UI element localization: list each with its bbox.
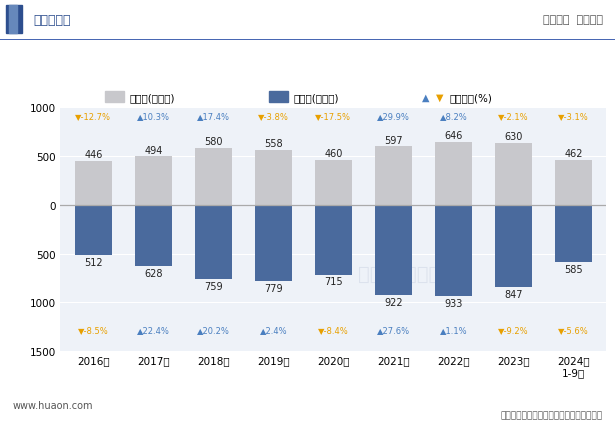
Text: ▼-5.6%: ▼-5.6% <box>558 325 589 334</box>
Text: 446: 446 <box>84 150 103 160</box>
Bar <box>255 205 292 281</box>
Text: ▲2.4%: ▲2.4% <box>260 325 287 334</box>
Bar <box>135 205 172 266</box>
Bar <box>315 161 352 205</box>
Bar <box>435 205 472 296</box>
Text: 580: 580 <box>204 137 223 147</box>
Bar <box>195 149 232 205</box>
Text: 847: 847 <box>504 290 523 299</box>
Bar <box>555 160 592 205</box>
Text: ▼-17.5%: ▼-17.5% <box>315 112 351 121</box>
Text: 922: 922 <box>384 297 403 307</box>
Bar <box>135 157 172 205</box>
Bar <box>435 142 472 205</box>
Text: 628: 628 <box>144 268 162 278</box>
Text: 数据来源：中国海关，华经产业研究院整理: 数据来源：中国海关，华经产业研究院整理 <box>501 410 603 419</box>
Text: 460: 460 <box>324 149 343 158</box>
Bar <box>74 205 112 255</box>
Text: 同比增长(%): 同比增长(%) <box>450 92 493 103</box>
Text: 585: 585 <box>564 264 582 274</box>
Text: 华经产业研究院: 华经产业研究院 <box>358 264 440 283</box>
Bar <box>74 162 112 205</box>
Text: ▲10.3%: ▲10.3% <box>137 112 170 121</box>
Text: 597: 597 <box>384 135 403 145</box>
Text: ▼-12.7%: ▼-12.7% <box>75 112 111 121</box>
Text: www.huaon.com: www.huaon.com <box>12 400 93 410</box>
Text: ▲: ▲ <box>422 92 429 103</box>
Text: 专业严谨  客观科学: 专业严谨 客观科学 <box>542 15 603 25</box>
Text: 759: 759 <box>204 281 223 291</box>
Bar <box>494 144 532 205</box>
Text: 646: 646 <box>444 130 462 141</box>
Text: ▲27.6%: ▲27.6% <box>377 325 410 334</box>
Text: 630: 630 <box>504 132 523 142</box>
Text: 558: 558 <box>264 139 283 149</box>
Text: ▲17.4%: ▲17.4% <box>197 112 230 121</box>
Text: ▲29.9%: ▲29.9% <box>377 112 410 121</box>
Bar <box>105 92 124 103</box>
Text: 933: 933 <box>444 298 462 308</box>
Text: 512: 512 <box>84 257 103 267</box>
Bar <box>269 92 288 103</box>
Text: ▲8.2%: ▲8.2% <box>440 112 467 121</box>
Text: ▼-3.1%: ▼-3.1% <box>558 112 589 121</box>
Text: ▲1.1%: ▲1.1% <box>440 325 467 334</box>
Text: ▲20.2%: ▲20.2% <box>197 325 230 334</box>
Bar <box>195 205 232 279</box>
Text: ▼-2.1%: ▼-2.1% <box>498 112 529 121</box>
Text: 进口额(亿美元): 进口额(亿美元) <box>293 92 339 103</box>
Text: 779: 779 <box>264 283 283 293</box>
Bar <box>375 147 412 205</box>
Text: 出口额(亿美元): 出口额(亿美元) <box>129 92 175 103</box>
Bar <box>555 205 592 262</box>
Text: 494: 494 <box>144 145 162 155</box>
FancyBboxPatch shape <box>6 6 22 35</box>
Text: ▼-8.5%: ▼-8.5% <box>78 325 109 334</box>
Text: ▲22.4%: ▲22.4% <box>137 325 170 334</box>
FancyBboxPatch shape <box>9 6 17 35</box>
Text: 462: 462 <box>564 149 582 158</box>
Text: 715: 715 <box>324 277 343 287</box>
Text: 2016-2024年9月辽宁省(境内目的地/货源地)进、出口额: 2016-2024年9月辽宁省(境内目的地/货源地)进、出口额 <box>145 55 470 73</box>
Bar <box>375 205 412 295</box>
Text: 华经情报网: 华经情报网 <box>34 14 71 27</box>
Text: ▼-3.8%: ▼-3.8% <box>258 112 289 121</box>
Bar <box>255 151 292 205</box>
Bar <box>494 205 532 288</box>
Text: ▼-8.4%: ▼-8.4% <box>318 325 349 334</box>
Text: ▼-9.2%: ▼-9.2% <box>498 325 529 334</box>
Bar <box>315 205 352 275</box>
Text: ▼: ▼ <box>436 92 443 103</box>
